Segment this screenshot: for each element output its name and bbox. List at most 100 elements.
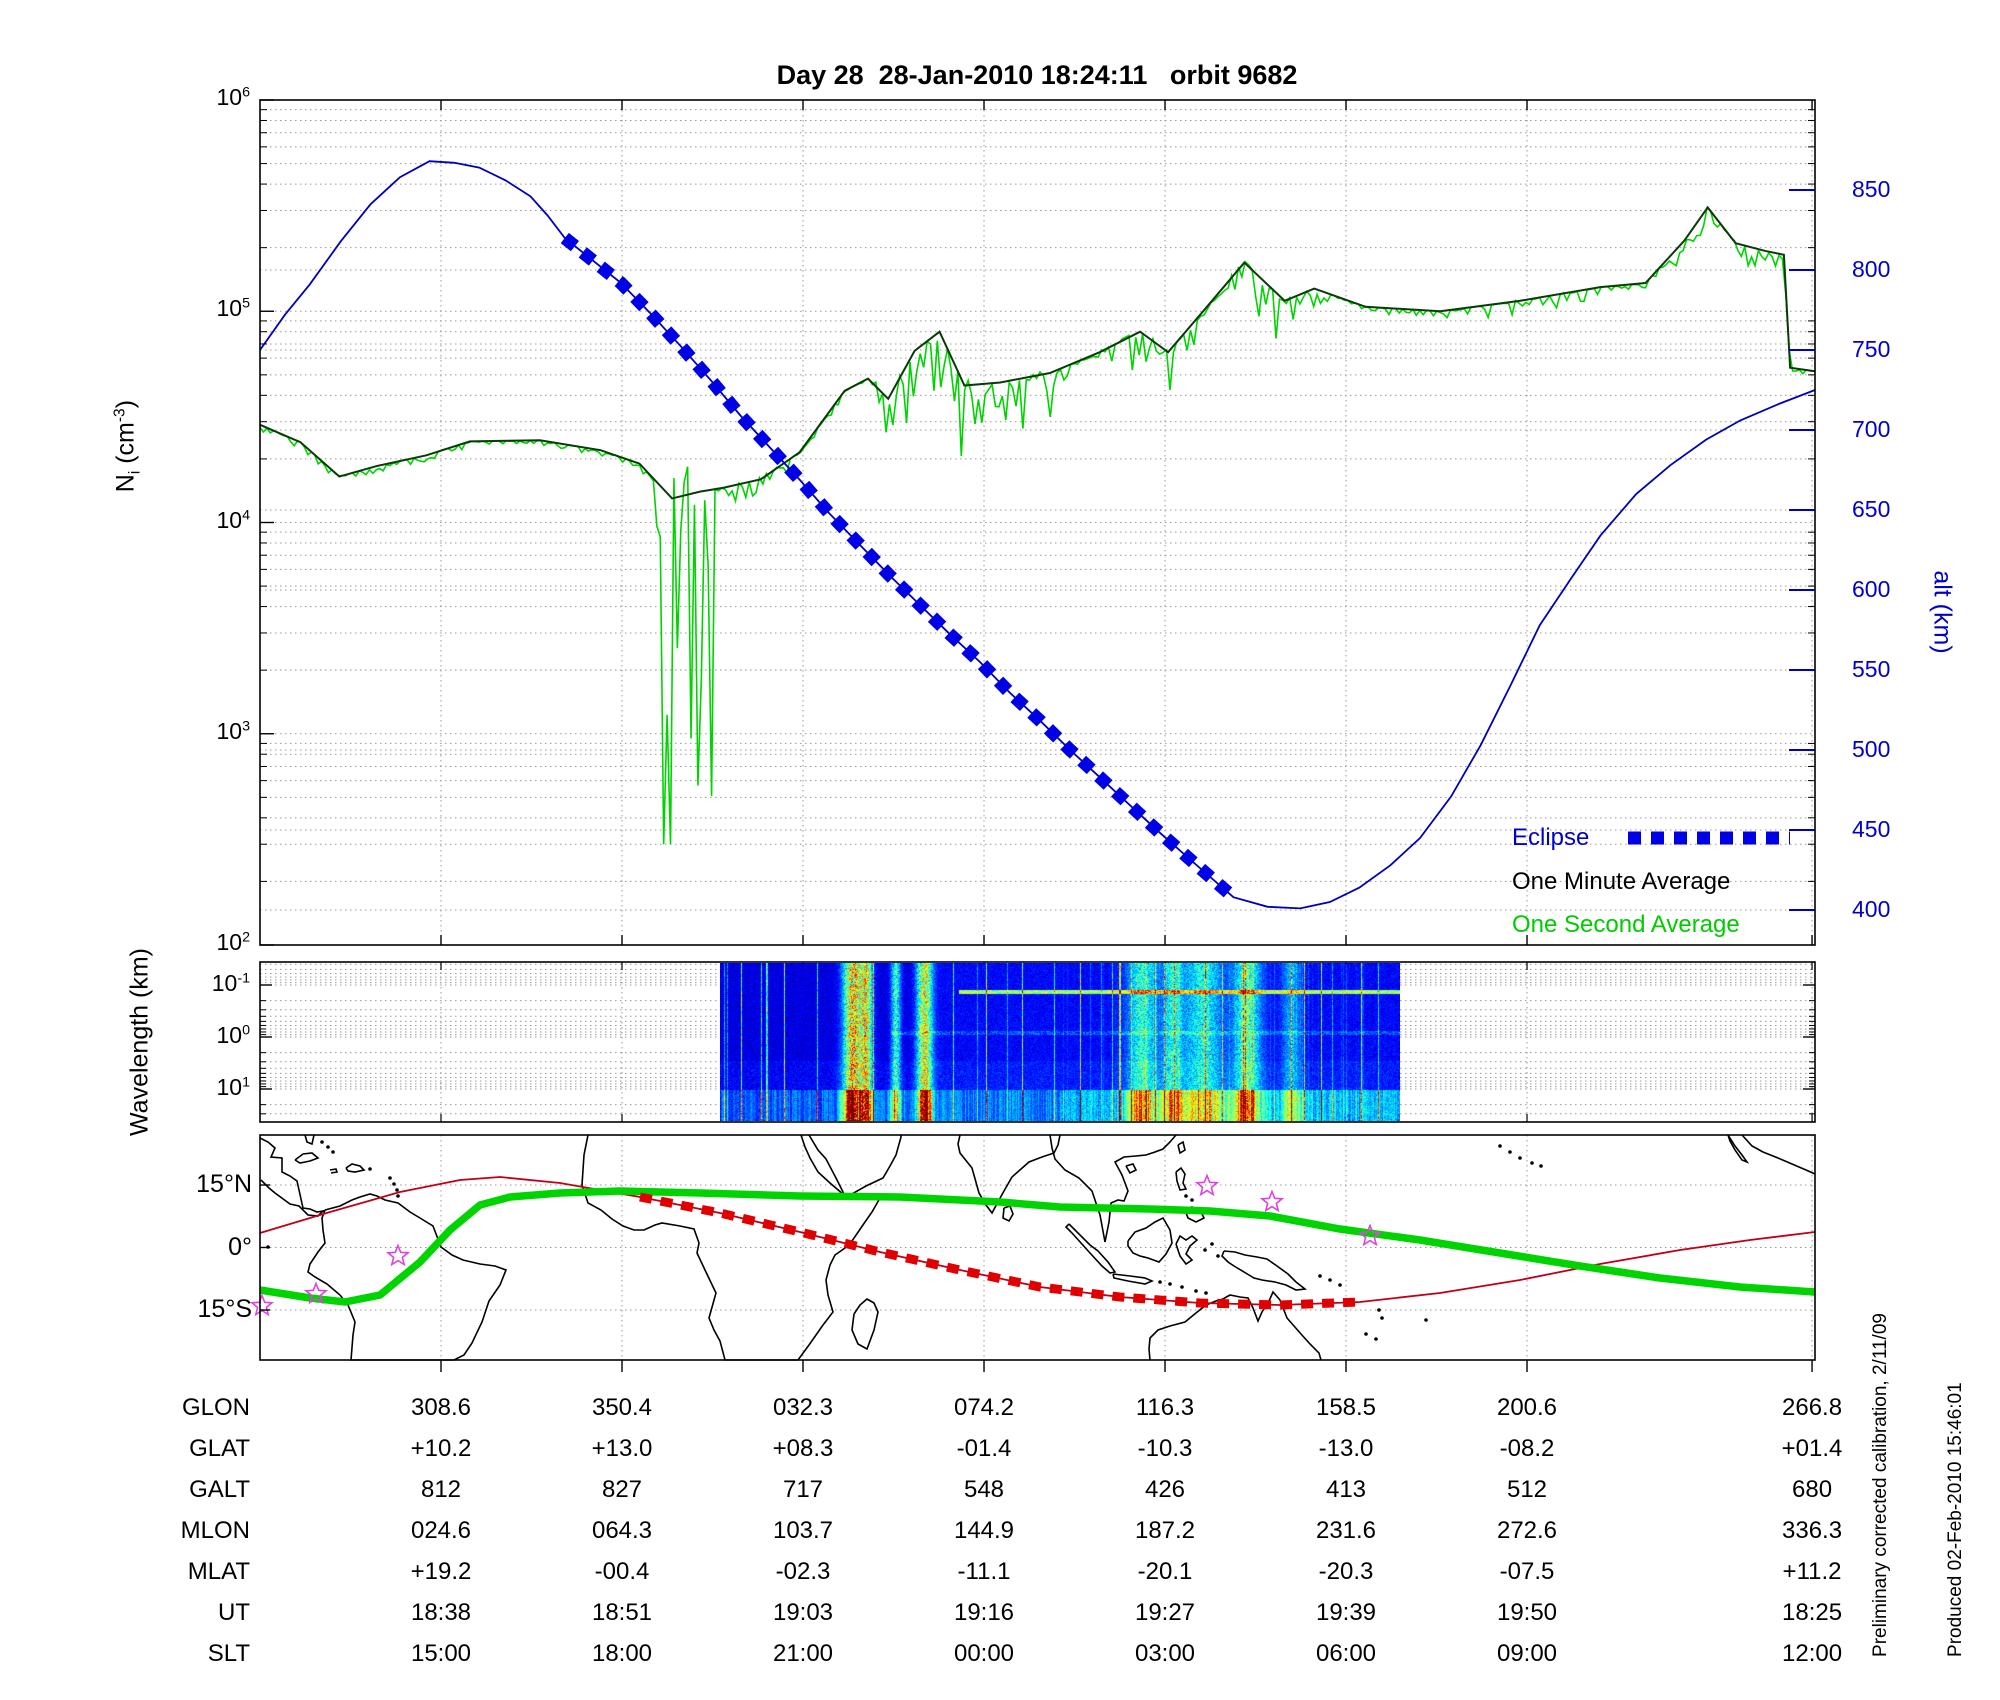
calibration-note-line2: Produced 02-Feb-2010 15:46:01 [1945,1382,1966,1657]
coastline [1727,1134,1750,1164]
density-tick-label: 106 [216,84,250,110]
page-title: Day 28 28-Jan-2010 18:24:11 orbit 9682 [776,60,1298,90]
coastline [294,1152,320,1164]
coastline [1177,1140,1186,1155]
table-cell-galt-5: 413 [1325,1476,1367,1503]
density-tick-label: 104 [216,506,250,533]
map-frame [259,1134,1816,1361]
island-dot [1168,1282,1172,1286]
table-cell-glon-1: 350.4 [591,1394,653,1421]
table-cell-glat-7: +01.4 [1781,1435,1843,1462]
table-cell-ut-3: 19:16 [953,1599,1015,1626]
table-cell-ut-6: 19:50 [1496,1599,1558,1626]
table-cell-slt-0: 15:00 [410,1640,472,1667]
wavelength-tick-label: 101 [216,1074,250,1100]
coastline [1064,1223,1117,1274]
spectrogram-canvas [720,963,1400,1121]
altitude-tick-label: 700 [1852,416,1891,442]
coastline [808,1134,902,1195]
density-tick-label: 105 [216,295,250,322]
table-cell-mlat-6: -07.5 [1499,1558,1555,1585]
island-dot [1194,1289,1198,1293]
ground-station-star [249,1293,275,1317]
island-dot [368,1167,372,1171]
table-row-label-mlon: MLON [180,1517,250,1544]
table-cell-mlon-0: 024.6 [410,1517,472,1544]
altitude-axis-label: alt (km) [1928,570,1957,654]
island-dot [1508,1150,1512,1154]
wavelength-axis-label: Wavelength (km) [125,947,154,1137]
island-dot [1210,1242,1214,1246]
coastline [851,1298,879,1351]
table-cell-glon-3: 074.2 [953,1394,1015,1421]
coastline [1112,1273,1155,1285]
legend-item-one-second-average: One Second Average [1512,911,1740,938]
table-cell-ut-7: 18:25 [1782,1599,1843,1626]
one-second-average-curve [259,206,1814,845]
table-cell-mlon-6: 272.6 [1496,1517,1558,1544]
coastline [329,1168,339,1174]
table-cell-slt-5: 06:00 [1315,1640,1377,1667]
table-cell-glon-0: 308.6 [410,1394,472,1421]
table-cell-mlon-4: 187.2 [1134,1517,1196,1544]
coastline [1221,1250,1308,1291]
table-cell-slt-7: 12:00 [1782,1640,1843,1667]
island-dot [1318,1274,1322,1278]
table-cell-mlon-5: 231.6 [1315,1517,1377,1544]
table-cell-ut-4: 19:27 [1134,1599,1196,1626]
map-eclipse-segment [639,1192,1361,1310]
island-dot [1380,1316,1384,1320]
orbit-track-red [259,1176,1816,1306]
eclipse-segment [560,232,1238,903]
coastline [345,1163,366,1173]
density-tick-label: 103 [216,717,250,744]
table-cell-ut-2: 19:03 [772,1599,834,1626]
coastline [304,1134,315,1146]
table-cell-mlat-0: +19.2 [410,1558,472,1585]
table-cell-ut-5: 19:39 [1315,1599,1377,1626]
table-cell-mlat-4: -20.1 [1137,1558,1193,1585]
latitude-tick-label: 15°S [197,1295,252,1323]
table-cell-glat-1: +13.0 [591,1435,653,1462]
table-cell-slt-6: 09:00 [1496,1640,1558,1667]
latitude-tick-label: 0° [228,1232,252,1261]
table-row-label-glat: GLAT [189,1435,250,1462]
table-cell-mlat-2: -02.3 [775,1558,831,1585]
altitude-tick-label: 550 [1852,656,1891,682]
table-cell-glat-2: +08.3 [772,1435,834,1462]
island-dot [1338,1283,1342,1287]
island-dot [1203,1248,1207,1252]
table-cell-glon-4: 116.3 [1135,1394,1195,1421]
island-dot [1539,1164,1543,1168]
coastline [259,1137,326,1217]
island-dot [1204,1291,1208,1295]
table-cell-galt-7: 680 [1792,1476,1833,1503]
ground-station-star [1259,1189,1285,1213]
island-dot [392,1182,396,1186]
island-dot [1180,1285,1184,1289]
coastline [307,1193,508,1361]
island-dot [1184,1194,1188,1198]
table-cell-mlat-7: +11.2 [1782,1558,1842,1585]
coastline [1127,1216,1173,1263]
coastline [1148,1290,1322,1361]
table-cell-glat-5: -13.0 [1318,1435,1374,1462]
table-cell-ut-1: 18:51 [591,1599,653,1626]
island-dot [1377,1308,1381,1312]
density-tick-label: 102 [216,929,250,955]
coastline [1175,1166,1188,1191]
island-dot [1190,1198,1194,1202]
table-cell-glat-6: -08.2 [1499,1435,1555,1462]
table-cell-galt-4: 426 [1144,1476,1186,1503]
table-cell-mlon-7: 336.3 [1782,1517,1843,1544]
table-cell-galt-0: 812 [420,1476,462,1503]
density-axis-label: Ni (cm-3) [111,399,144,493]
table-cell-slt-4: 03:00 [1134,1640,1196,1667]
altitude-tick-label: 500 [1852,736,1891,762]
legend-item-eclipse: Eclipse [1512,824,1590,851]
island-dot [388,1176,392,1180]
ground-station-star [303,1281,329,1305]
spectrogram-frame [259,961,1816,1123]
table-cell-slt-1: 18:00 [591,1640,653,1667]
